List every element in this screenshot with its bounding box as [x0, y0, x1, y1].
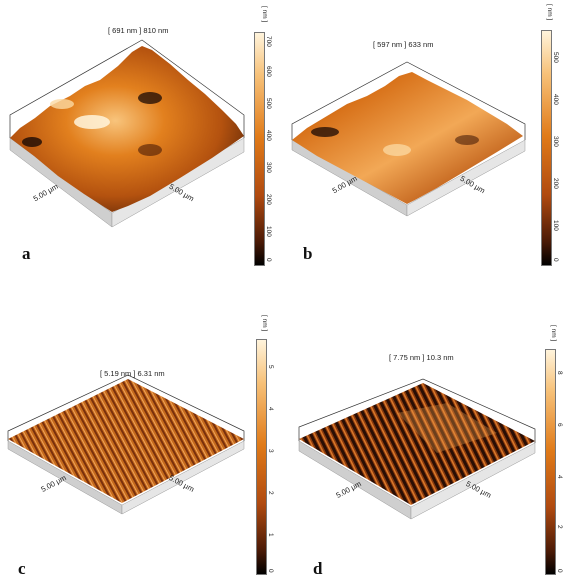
scale-tick: 0 [552, 258, 559, 262]
surface-plot-b [291, 61, 526, 217]
frame-back [291, 61, 526, 140]
base-wall-right [406, 139, 526, 217]
scale-tick: 400 [552, 94, 559, 105]
surface-shadow [455, 135, 479, 145]
height-range-label: [ 5.19 nm ] 6.31 nm [100, 369, 165, 378]
scale-tick: 700 [265, 36, 272, 47]
panel-c: [ 5.19 nm ] 6.31 nm 5.00 μm 5.00 μm [ nm… [0, 293, 287, 587]
unit-label: [ nm ] [261, 315, 268, 332]
surface-shadow [138, 144, 162, 156]
panel-letter: d [313, 559, 323, 578]
panel-d: [ 7.75 nm ] 10.3 nm 5.00 μm 5.00 μm [ nm… [287, 293, 574, 587]
scale-tick: 4 [267, 407, 274, 411]
color-scale-bar [256, 339, 267, 575]
scale-tick: 500 [552, 52, 559, 63]
unit-label: [ nm ] [546, 4, 553, 21]
scale-tick: 1 [267, 533, 274, 537]
scale-tick: 3 [267, 449, 274, 453]
frame-back [298, 378, 536, 443]
surface-topography [10, 46, 244, 212]
scale-tick: 200 [552, 178, 559, 189]
surface-highlight [50, 99, 74, 109]
panel-b: [ 597 nm ] 633 nm 5.00 μm 5.00 μm [ nm ]… [287, 0, 574, 293]
height-range-label: [ 7.75 nm ] 10.3 nm [389, 353, 454, 362]
scale-tick: 100 [265, 226, 272, 237]
panel-a: [ 691 nm ] 810 nm 5.00 μm 5.00 μm [ nm ]… [0, 0, 287, 293]
scale-tick: 0 [265, 258, 272, 262]
height-range-label: [ 597 nm ] 633 nm [373, 40, 434, 49]
color-scale-bar [541, 30, 552, 266]
panel-letter: a [22, 244, 31, 263]
color-scale-bar [254, 32, 265, 266]
base-wall-right [410, 442, 536, 520]
surface-topography [292, 72, 523, 204]
surface-plot-c [7, 374, 245, 515]
scale-tick: 400 [265, 130, 272, 141]
scale-tick: 8 [556, 371, 563, 375]
scale-tick: 300 [265, 162, 272, 173]
scale-tick: 600 [265, 66, 272, 77]
surface-topography [8, 379, 244, 503]
scale-tick: 200 [265, 194, 272, 205]
surface-highlight [397, 403, 497, 453]
surface-shadow [311, 127, 339, 137]
color-scale-bar [545, 349, 556, 575]
surface-highlight [383, 144, 411, 156]
surface-topography [299, 383, 535, 505]
surface-shadow [22, 137, 42, 147]
scale-tick: 0 [556, 569, 563, 573]
height-range-label: [ 691 nm ] 810 nm [108, 26, 169, 35]
surface-highlight [74, 115, 110, 129]
panel-letter: c [18, 559, 26, 578]
frame-back [7, 374, 245, 441]
scale-tick: 5 [267, 365, 274, 369]
scale-tick: 0 [267, 569, 274, 573]
unit-label: [ nm ] [550, 325, 557, 342]
scale-tick: 4 [556, 475, 563, 479]
base-wall-right [121, 440, 245, 515]
surface-shadow [138, 92, 162, 104]
scale-tick: 2 [267, 491, 274, 495]
surface-plot-a [9, 39, 245, 228]
surface-plot-d [298, 378, 536, 520]
scale-tick: 100 [552, 220, 559, 231]
panel-letter: b [303, 244, 313, 263]
unit-label: [ nm ] [261, 6, 268, 23]
scale-tick: 6 [556, 423, 563, 427]
scale-tick: 2 [556, 525, 563, 529]
frame-back [9, 39, 245, 138]
scale-tick: 500 [265, 98, 272, 109]
scale-tick: 300 [552, 136, 559, 147]
